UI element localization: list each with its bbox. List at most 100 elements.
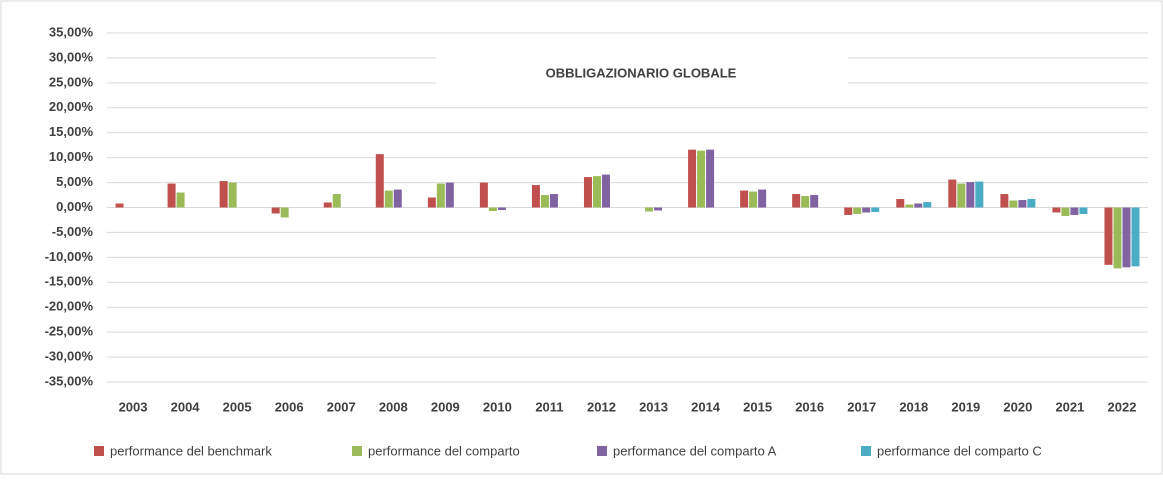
- bar: [792, 194, 801, 208]
- bar: [601, 174, 610, 208]
- y-tick-label: -10,00%: [45, 249, 94, 264]
- y-tick-label: 30,00%: [49, 49, 94, 64]
- y-tick-label: -15,00%: [45, 274, 94, 289]
- bar: [1122, 207, 1131, 268]
- bar: [1070, 207, 1079, 215]
- x-tick-label: 2005: [223, 399, 252, 414]
- x-tick-label: 2020: [1003, 399, 1032, 414]
- bar: [1052, 207, 1061, 213]
- bar: [1113, 207, 1122, 269]
- bar: [332, 194, 341, 208]
- y-tick-label: -35,00%: [45, 373, 94, 388]
- bar: [862, 207, 871, 213]
- y-tick-label: -30,00%: [45, 349, 94, 364]
- bar: [654, 207, 663, 211]
- y-tick-label: 0,00%: [56, 199, 93, 214]
- bar: [1131, 207, 1140, 267]
- bar: [549, 194, 558, 208]
- bar: [115, 203, 124, 208]
- x-tick-label: 2013: [639, 399, 668, 414]
- x-tick-label: 2007: [327, 399, 356, 414]
- x-tick-label: 2015: [743, 399, 772, 414]
- bar: [497, 207, 506, 210]
- x-tick-label: 2006: [275, 399, 304, 414]
- legend-label: performance del comparto: [368, 443, 520, 458]
- bar: [531, 185, 540, 208]
- bar: [427, 197, 436, 208]
- x-tick-label: 2017: [847, 399, 876, 414]
- x-tick-label: 2019: [951, 399, 980, 414]
- bar: [1000, 194, 1009, 208]
- bar: [167, 183, 176, 208]
- bar: [583, 177, 592, 208]
- bar: [758, 189, 767, 208]
- legend-swatch: [352, 446, 362, 456]
- bar: [375, 154, 384, 208]
- bar: [966, 182, 975, 208]
- x-tick-label: 2018: [899, 399, 928, 414]
- bar: [749, 191, 758, 208]
- legend-swatch: [597, 446, 607, 456]
- legend-label: performance del benchmark: [110, 443, 272, 458]
- y-tick-label: 20,00%: [49, 99, 94, 114]
- legend-swatch: [861, 446, 871, 456]
- bar: [957, 183, 966, 208]
- y-tick-label: 5,00%: [56, 174, 93, 189]
- bar: [280, 207, 289, 218]
- bar: [488, 207, 497, 211]
- chart-title: OBBLIGAZIONARIO GLOBALE: [546, 65, 737, 80]
- bar: [436, 183, 445, 208]
- bar: [697, 150, 706, 208]
- legend-label: performance del comparto C: [877, 443, 1042, 458]
- y-tick-label: -25,00%: [45, 324, 94, 339]
- bar: [975, 181, 984, 208]
- bar: [688, 149, 697, 208]
- bar: [592, 176, 601, 208]
- x-tick-label: 2010: [483, 399, 512, 414]
- bar: [914, 203, 923, 208]
- bar: [871, 207, 880, 212]
- legend-swatch: [94, 446, 104, 456]
- bar: [1079, 207, 1088, 214]
- y-tick-label: 25,00%: [49, 74, 94, 89]
- y-tick-label: -5,00%: [52, 224, 94, 239]
- bar: [271, 207, 280, 214]
- bar: [1104, 207, 1113, 265]
- bar: [844, 207, 853, 215]
- bar: [176, 192, 185, 208]
- bar: [445, 182, 454, 208]
- bar: [1027, 199, 1036, 208]
- x-tick-label: 2021: [1055, 399, 1084, 414]
- y-tick-label: 15,00%: [49, 124, 94, 139]
- x-tick-label: 2012: [587, 399, 616, 414]
- x-tick-label: 2022: [1108, 399, 1137, 414]
- x-tick-label: 2003: [119, 399, 148, 414]
- x-tick-label: 2014: [691, 399, 721, 414]
- bar: [323, 202, 332, 208]
- bar: [479, 182, 488, 208]
- x-tick-label: 2009: [431, 399, 460, 414]
- title-background: [436, 56, 848, 90]
- y-tick-label: -20,00%: [45, 299, 94, 314]
- x-tick-label: 2011: [535, 399, 563, 414]
- legend-label: performance del comparto A: [613, 443, 777, 458]
- bar: [801, 196, 810, 208]
- bar: [645, 207, 654, 212]
- bar: [1061, 207, 1070, 216]
- bar: [228, 182, 237, 208]
- bar: [219, 181, 228, 208]
- bar: [896, 199, 905, 208]
- x-tick-label: 2004: [171, 399, 201, 414]
- bar: [1009, 200, 1018, 208]
- bar: [384, 190, 393, 208]
- bar: [810, 195, 819, 208]
- bar: [740, 190, 749, 208]
- bar: [1018, 200, 1027, 208]
- y-tick-label: 35,00%: [49, 24, 94, 39]
- bar: [853, 207, 862, 214]
- x-tick-label: 2016: [795, 399, 824, 414]
- bar: [540, 195, 549, 208]
- bar: [905, 204, 914, 208]
- bar: [393, 189, 402, 208]
